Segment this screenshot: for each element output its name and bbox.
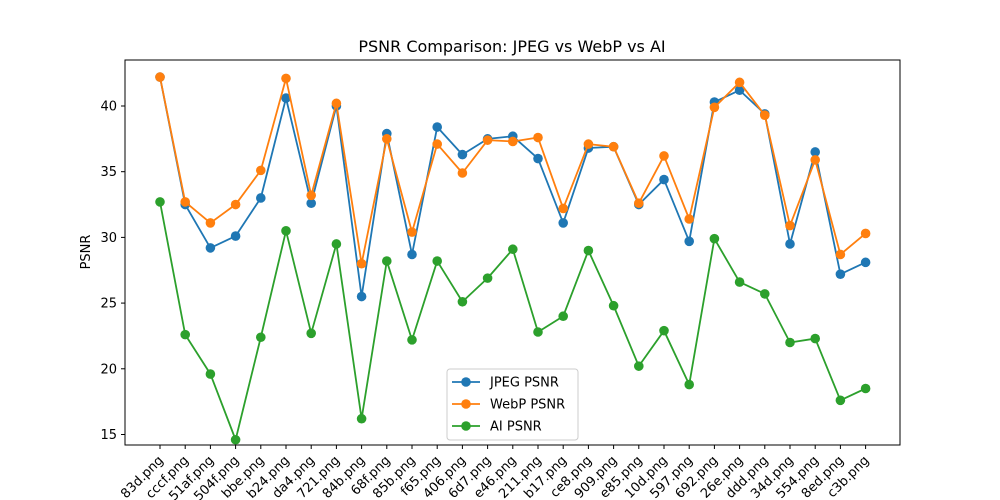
data-point-1-23 [734, 77, 745, 88]
data-point-0-11 [432, 122, 443, 132]
legend-label-ai: AI PSNR [490, 420, 542, 435]
data-point-2-11 [432, 256, 443, 266]
data-point-1-25 [785, 220, 795, 231]
data-point-1-15 [533, 132, 543, 143]
y-tick-label: 15 [100, 428, 117, 443]
data-point-1-18 [608, 141, 619, 152]
y-tick-label: 30 [100, 231, 117, 246]
data-point-1-0 [155, 72, 165, 82]
data-point-2-1 [180, 329, 190, 340]
data-point-1-9 [382, 134, 392, 144]
data-point-1-28 [860, 228, 871, 239]
legend-marker-ai [461, 421, 471, 431]
data-point-0-10 [407, 249, 417, 260]
data-point-0-21 [684, 236, 694, 247]
data-point-1-2 [205, 218, 216, 228]
data-point-1-19 [634, 198, 644, 209]
data-point-1-1 [180, 197, 190, 207]
data-point-1-26 [810, 155, 820, 165]
data-point-0-4 [255, 193, 266, 203]
legend-label-webp: WebP PSNR [490, 398, 565, 413]
data-point-2-4 [255, 332, 266, 343]
data-point-1-3 [230, 199, 241, 210]
data-point-2-18 [608, 300, 619, 311]
data-point-1-10 [407, 227, 417, 237]
data-point-1-6 [306, 190, 317, 201]
y-axis: 15 20 25 30 35 40 [100, 99, 125, 443]
data-point-2-10 [407, 335, 417, 345]
y-tick-label: 25 [100, 297, 117, 312]
data-point-0-8 [356, 291, 367, 302]
data-point-1-5 [281, 73, 291, 84]
y-tick-label: 35 [100, 165, 117, 180]
data-point-1-24 [760, 110, 770, 120]
data-point-2-5 [281, 226, 291, 236]
data-point-0-20 [659, 174, 669, 185]
data-point-0-27 [835, 269, 846, 279]
chart-title: PSNR Comparison: JPEG vs WebP vs AI [358, 37, 665, 56]
x-axis: 83d.pngcccf.png51af.png504f.pngbbe.pngb2… [118, 445, 872, 500]
data-point-2-7 [331, 239, 342, 249]
legend-label-jpeg: JPEG PSNR [489, 376, 559, 391]
series-layer [155, 72, 871, 445]
data-point-2-16 [558, 311, 568, 322]
data-point-2-13 [482, 273, 493, 283]
data-point-2-2 [205, 369, 216, 379]
data-point-2-9 [382, 256, 392, 266]
data-point-0-23 [734, 85, 745, 96]
legend-marker-jpeg [461, 377, 471, 387]
data-point-1-27 [835, 249, 846, 260]
data-point-0-5 [281, 93, 291, 103]
data-point-1-13 [482, 135, 493, 145]
data-point-1-14 [508, 136, 518, 147]
data-point-2-8 [356, 413, 367, 424]
data-point-1-17 [583, 139, 594, 149]
data-point-2-15 [533, 327, 543, 337]
data-point-0-15 [533, 153, 543, 164]
data-point-2-14 [508, 244, 518, 255]
data-point-2-20 [659, 325, 669, 336]
y-axis-label: PSNR [79, 235, 94, 270]
data-point-1-20 [659, 151, 669, 161]
data-point-2-24 [760, 289, 770, 299]
data-point-2-19 [634, 361, 644, 371]
data-point-2-26 [810, 333, 820, 344]
data-point-2-6 [306, 328, 317, 339]
legend-box [446, 368, 579, 441]
legend: JPEG PSNR WebP PSNR AI PSNR [446, 368, 579, 441]
data-point-2-28 [860, 383, 871, 394]
data-point-2-25 [785, 337, 795, 348]
data-point-2-23 [734, 277, 745, 287]
data-point-2-27 [835, 395, 846, 406]
data-point-0-12 [457, 149, 468, 160]
data-point-0-26 [810, 147, 820, 157]
data-point-1-8 [356, 258, 367, 269]
data-point-1-21 [684, 214, 694, 224]
data-point-0-16 [558, 218, 568, 228]
data-point-1-11 [432, 139, 443, 149]
data-point-1-16 [558, 203, 568, 214]
data-point-1-12 [457, 168, 468, 178]
data-point-0-25 [785, 239, 795, 249]
data-point-0-6 [306, 198, 317, 209]
data-point-1-22 [709, 102, 720, 113]
data-point-0-2 [205, 243, 216, 253]
data-point-0-28 [860, 257, 871, 268]
y-tick-label: 20 [100, 362, 117, 377]
data-point-2-22 [709, 233, 720, 244]
data-point-2-3 [230, 434, 241, 445]
legend-marker-webp [461, 399, 471, 409]
data-point-1-4 [255, 165, 266, 176]
data-point-2-0 [155, 197, 165, 207]
data-point-2-17 [583, 245, 594, 256]
data-point-1-7 [331, 98, 342, 109]
data-point-0-3 [230, 231, 241, 241]
data-point-2-12 [457, 296, 468, 307]
data-point-2-21 [684, 379, 694, 390]
y-tick-label: 40 [100, 99, 117, 114]
